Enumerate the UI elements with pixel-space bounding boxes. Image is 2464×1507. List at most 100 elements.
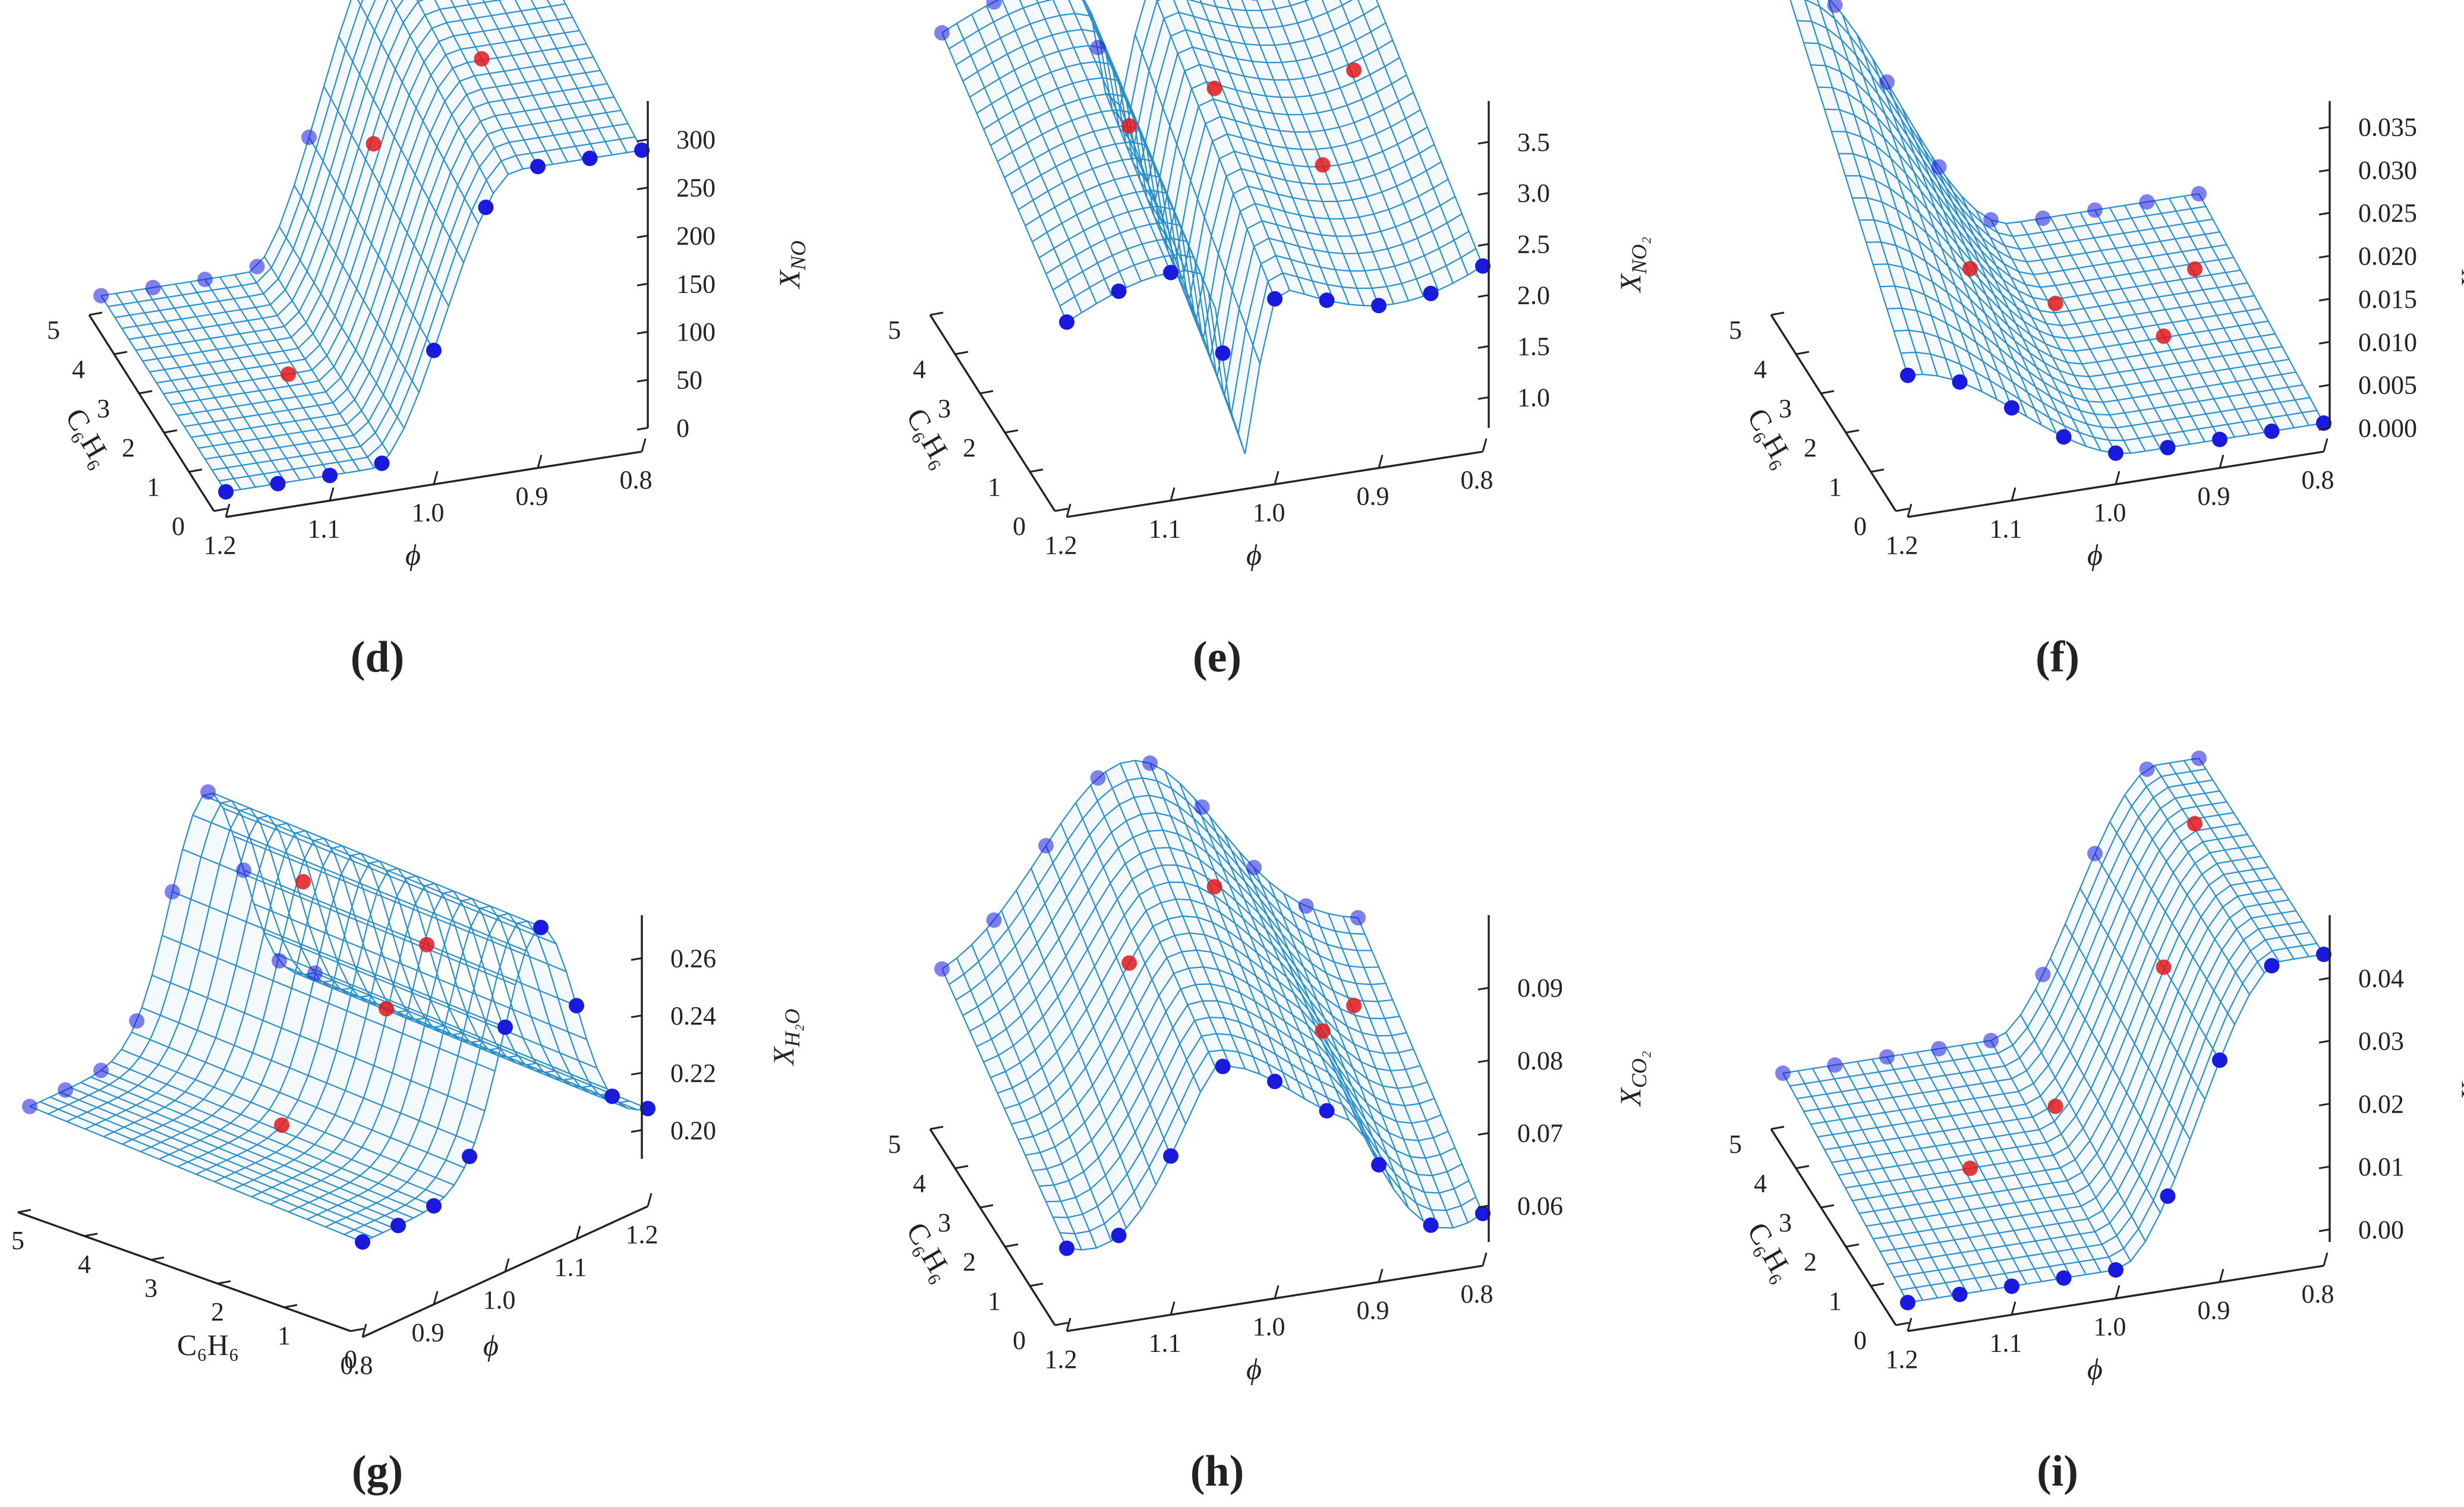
mesh-line-u21 xyxy=(2094,853,2220,1061)
mesh-line-u24 xyxy=(2139,203,2265,433)
surface-fill xyxy=(1790,0,2324,453)
data-point xyxy=(2160,1188,2176,1204)
mesh-line-u7 xyxy=(1886,1056,2012,1287)
mesh-line-u14 xyxy=(1990,1040,2116,1270)
mesh-line-u26 xyxy=(530,0,613,156)
mesh-line-u21 xyxy=(1253,867,1380,1165)
mesh-line-u9 xyxy=(1075,802,1202,1093)
data-point xyxy=(934,25,950,41)
x-tick xyxy=(2323,1252,2328,1266)
mesh-line-u9 xyxy=(1915,131,2043,425)
mesh-line-u4 xyxy=(70,1087,404,1224)
mesh-line-u13 xyxy=(1975,1042,2101,1273)
y-tick-label: 4 xyxy=(78,1250,91,1279)
mesh-line-u23 xyxy=(1287,0,1410,301)
data-point-red xyxy=(365,136,382,152)
z-tick-label: 2.0 xyxy=(1517,281,1550,310)
x-tick-label: 1.0 xyxy=(2094,498,2126,527)
data-point xyxy=(2004,1278,2019,1294)
x-tick-label: 0.8 xyxy=(2302,1279,2334,1309)
data-point xyxy=(1931,1041,1947,1057)
z-tick-label: 0.025 xyxy=(2358,198,2417,228)
z-tick-label: 0.035 xyxy=(2358,112,2417,141)
mesh-line-u3 xyxy=(60,1092,393,1229)
data-point xyxy=(1298,898,1314,914)
mesh-line-u13 xyxy=(1975,210,2101,452)
x-tick-label: 1.0 xyxy=(2094,1312,2126,1341)
x-tick xyxy=(225,503,231,518)
caption-i: (i) xyxy=(2037,1447,2078,1496)
data-point xyxy=(1475,1206,1491,1222)
y-tick-label: 3 xyxy=(1779,1208,1792,1237)
data-point xyxy=(1163,264,1179,280)
z-tick-label: 300 xyxy=(676,125,716,155)
mesh-line-u19 xyxy=(1223,833,1350,1121)
y-tick xyxy=(1770,311,1785,316)
mesh-line-u27 xyxy=(2183,196,2309,426)
data-point xyxy=(1319,292,1335,308)
data-point xyxy=(582,150,598,166)
mesh-line-u12 xyxy=(1961,196,2087,447)
data-point xyxy=(2087,202,2103,218)
mesh-line-u6 xyxy=(1871,57,1998,400)
x-tick xyxy=(504,1258,510,1272)
data-point xyxy=(2139,194,2155,210)
mesh-line-u15 xyxy=(323,86,449,307)
surface-fill xyxy=(942,760,1483,1250)
data-point xyxy=(1879,74,1895,90)
data-point xyxy=(2191,186,2207,201)
mesh-line-u5 xyxy=(80,1082,414,1219)
x-tick xyxy=(1066,503,1072,518)
data-point xyxy=(640,1101,656,1117)
mesh-line-u12 xyxy=(1119,763,1246,1070)
z-label-main: X xyxy=(2454,269,2464,289)
data-point xyxy=(497,1019,513,1035)
z-tick-label: 0.06 xyxy=(1517,1191,1563,1221)
z-tick-label: 0.03 xyxy=(2358,1027,2404,1056)
mesh-line-u0 xyxy=(1782,1073,1908,1303)
surface-fill xyxy=(942,0,1483,454)
mesh-line-u1 xyxy=(956,23,1083,313)
mesh-line-u3 xyxy=(145,288,271,485)
y-axis-label: C₆H₆ xyxy=(177,1328,239,1361)
data-point xyxy=(1900,367,1915,383)
x-tick xyxy=(2323,438,2328,452)
x-tick-label: 1.1 xyxy=(1990,1329,2022,1358)
data-point-red xyxy=(1121,118,1137,134)
data-point xyxy=(2212,1052,2227,1068)
data-point xyxy=(1142,755,1158,771)
data-point xyxy=(986,912,1002,928)
z-tick-label: 0.010 xyxy=(2358,327,2417,357)
data-point xyxy=(634,142,650,158)
y-tick xyxy=(1895,507,1910,512)
y-tick-label: 2 xyxy=(1804,1247,1817,1276)
y-tick xyxy=(929,311,944,316)
z-tick-label: 0.04 xyxy=(2358,964,2404,993)
y-tick xyxy=(213,507,228,512)
y-tick xyxy=(188,468,203,473)
y-tick xyxy=(1895,1322,1910,1326)
mesh-line-u23 xyxy=(1283,893,1410,1209)
mesh-line-u22 xyxy=(466,0,553,165)
data-point xyxy=(249,258,265,275)
data-point xyxy=(1090,39,1106,55)
mesh-line-u28 xyxy=(314,972,648,1109)
data-point xyxy=(2191,751,2207,766)
y-tick xyxy=(979,390,994,395)
y-tick-label: 4 xyxy=(1754,355,1767,384)
z-label-sub: H₂O xyxy=(780,1008,804,1048)
x-tick-label: 1.1 xyxy=(308,515,341,544)
mesh-line-u9 xyxy=(234,274,360,471)
mesh-line-u22 xyxy=(1271,0,1395,304)
z-tick xyxy=(2318,255,2330,259)
z-label-sub: CO₂ xyxy=(1627,1051,1651,1088)
x-tick-label: 1.1 xyxy=(1990,515,2022,544)
data-point xyxy=(2316,947,2331,962)
data-point xyxy=(2264,958,2280,974)
data-point-red xyxy=(2047,295,2063,311)
mesh-line-u16 xyxy=(2020,221,2146,452)
mesh-line-u6 xyxy=(90,1076,424,1213)
y-tick-label: 5 xyxy=(888,316,901,345)
y-tick xyxy=(1795,1165,1810,1169)
